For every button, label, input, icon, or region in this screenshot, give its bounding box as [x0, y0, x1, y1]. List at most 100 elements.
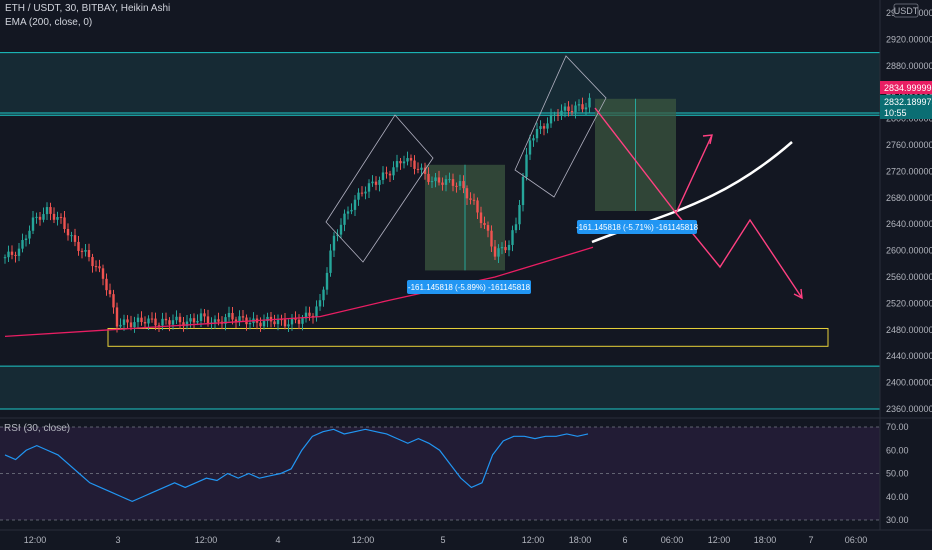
rsi-legend: RSI (30, close): [4, 423, 70, 434]
candle-body: [434, 177, 437, 182]
candle-body: [430, 181, 434, 183]
measure-label-1-bg: [407, 280, 531, 294]
candle-body: [108, 290, 112, 295]
candle-body: [409, 158, 413, 161]
candle-body: [476, 200, 479, 213]
symbol-legend: ETH / USDT, 30, BITBAY, Heikin Ashi: [5, 3, 170, 14]
candle-body: [140, 317, 143, 322]
y-tick-label: 2400.000000: [886, 378, 932, 388]
candle-body: [206, 316, 210, 324]
candle-body: [577, 104, 581, 106]
candle-body: [175, 316, 178, 321]
candle-body: [560, 110, 563, 116]
candle-body: [112, 294, 115, 308]
current-price-text: 2834.999998: [884, 83, 932, 93]
candle-body: [542, 126, 546, 129]
y-tick-label: 2480.000000: [886, 325, 932, 335]
rsi-tick-label: 40.00: [886, 492, 909, 502]
candle-body: [49, 207, 52, 214]
candle-body: [38, 216, 42, 220]
x-tick-label: 06:00: [661, 535, 684, 545]
candle-body: [581, 104, 584, 110]
candle-body: [472, 199, 476, 201]
candle-body: [262, 321, 266, 327]
channel-box-1: [325, 114, 434, 263]
x-tick-label: 4: [275, 535, 280, 545]
x-tick-label: 12:00: [195, 535, 218, 545]
candle-body: [549, 114, 553, 124]
rsi-tick-label: 30.00: [886, 515, 909, 525]
candle-body: [63, 217, 66, 229]
candle-body: [105, 278, 108, 291]
candle-body: [500, 247, 504, 249]
candle-body: [119, 324, 122, 327]
candle-body: [490, 230, 493, 247]
candle-body: [56, 217, 59, 220]
candle-body: [437, 177, 441, 183]
candle-body: [357, 192, 360, 200]
candle-body: [241, 316, 245, 318]
candle-body: [308, 312, 311, 316]
candle-body: [301, 318, 304, 324]
candle-body: [161, 318, 164, 326]
candle-body: [189, 318, 192, 322]
candle-body: [304, 312, 308, 319]
y-tick-label: 2600.000000: [886, 246, 932, 256]
candle-body: [329, 250, 332, 273]
candle-body: [273, 321, 276, 325]
candle-body: [336, 234, 339, 236]
candle-body: [203, 313, 206, 317]
candle-body: [59, 217, 63, 219]
rsi-tick-label: 50.00: [886, 469, 909, 479]
candle-body: [514, 224, 518, 231]
ema-title: EMA (200, close, 0): [5, 17, 93, 28]
x-tick-label: 18:00: [754, 535, 777, 545]
candle-body: [458, 181, 462, 187]
candle-body: [122, 319, 126, 325]
symbol-title: ETH / USDT, 30, BITBAY, Heikin Ashi: [5, 3, 171, 14]
y-tick-label: 2760.000000: [886, 140, 932, 150]
candle-body: [392, 167, 395, 176]
x-tick-label: 6: [622, 535, 627, 545]
candle-body: [157, 325, 161, 327]
y-tick-label: 2640.000000: [886, 219, 932, 229]
candle-body: [318, 300, 322, 307]
candle-body: [497, 248, 500, 257]
candle-body: [182, 322, 185, 327]
candle-body: [350, 209, 353, 212]
candle-body: [420, 167, 423, 170]
candle-body: [315, 306, 318, 317]
support-box: [107, 327, 829, 347]
candle-body: [192, 318, 196, 323]
candle-body: [115, 307, 119, 327]
candle-body: [52, 213, 56, 220]
projection-down-path: [675, 212, 803, 299]
projection-up-head: [702, 134, 713, 145]
candle-body: [332, 235, 336, 251]
candle-body: [238, 316, 241, 322]
candle-body: [532, 138, 535, 141]
candle-body: [196, 320, 199, 323]
candle-body: [164, 318, 168, 321]
candle-body: [45, 207, 49, 215]
candle-body: [133, 322, 136, 328]
candle-body: [224, 317, 227, 324]
y-tick-label: 2360.000000: [886, 404, 932, 414]
currency-tag: USDT: [894, 6, 919, 16]
candle-body: [507, 244, 511, 251]
candle-body: [402, 161, 406, 164]
candle-body: [24, 238, 28, 241]
candle-body: [493, 246, 497, 257]
current-price-badge: [880, 81, 932, 94]
last-price-badge: [880, 95, 932, 119]
candle-body: [511, 230, 514, 245]
x-tick-label: 12:00: [522, 535, 545, 545]
y-tick-label: 2920.000000: [886, 34, 932, 44]
candle-body: [563, 106, 567, 111]
x-tick-label: 18:00: [569, 535, 592, 545]
candle-body: [283, 319, 287, 327]
candle-body: [217, 319, 220, 322]
candle-body: [231, 312, 234, 320]
y-tick-label: 2440.000000: [886, 351, 932, 361]
candle-body: [185, 321, 189, 327]
